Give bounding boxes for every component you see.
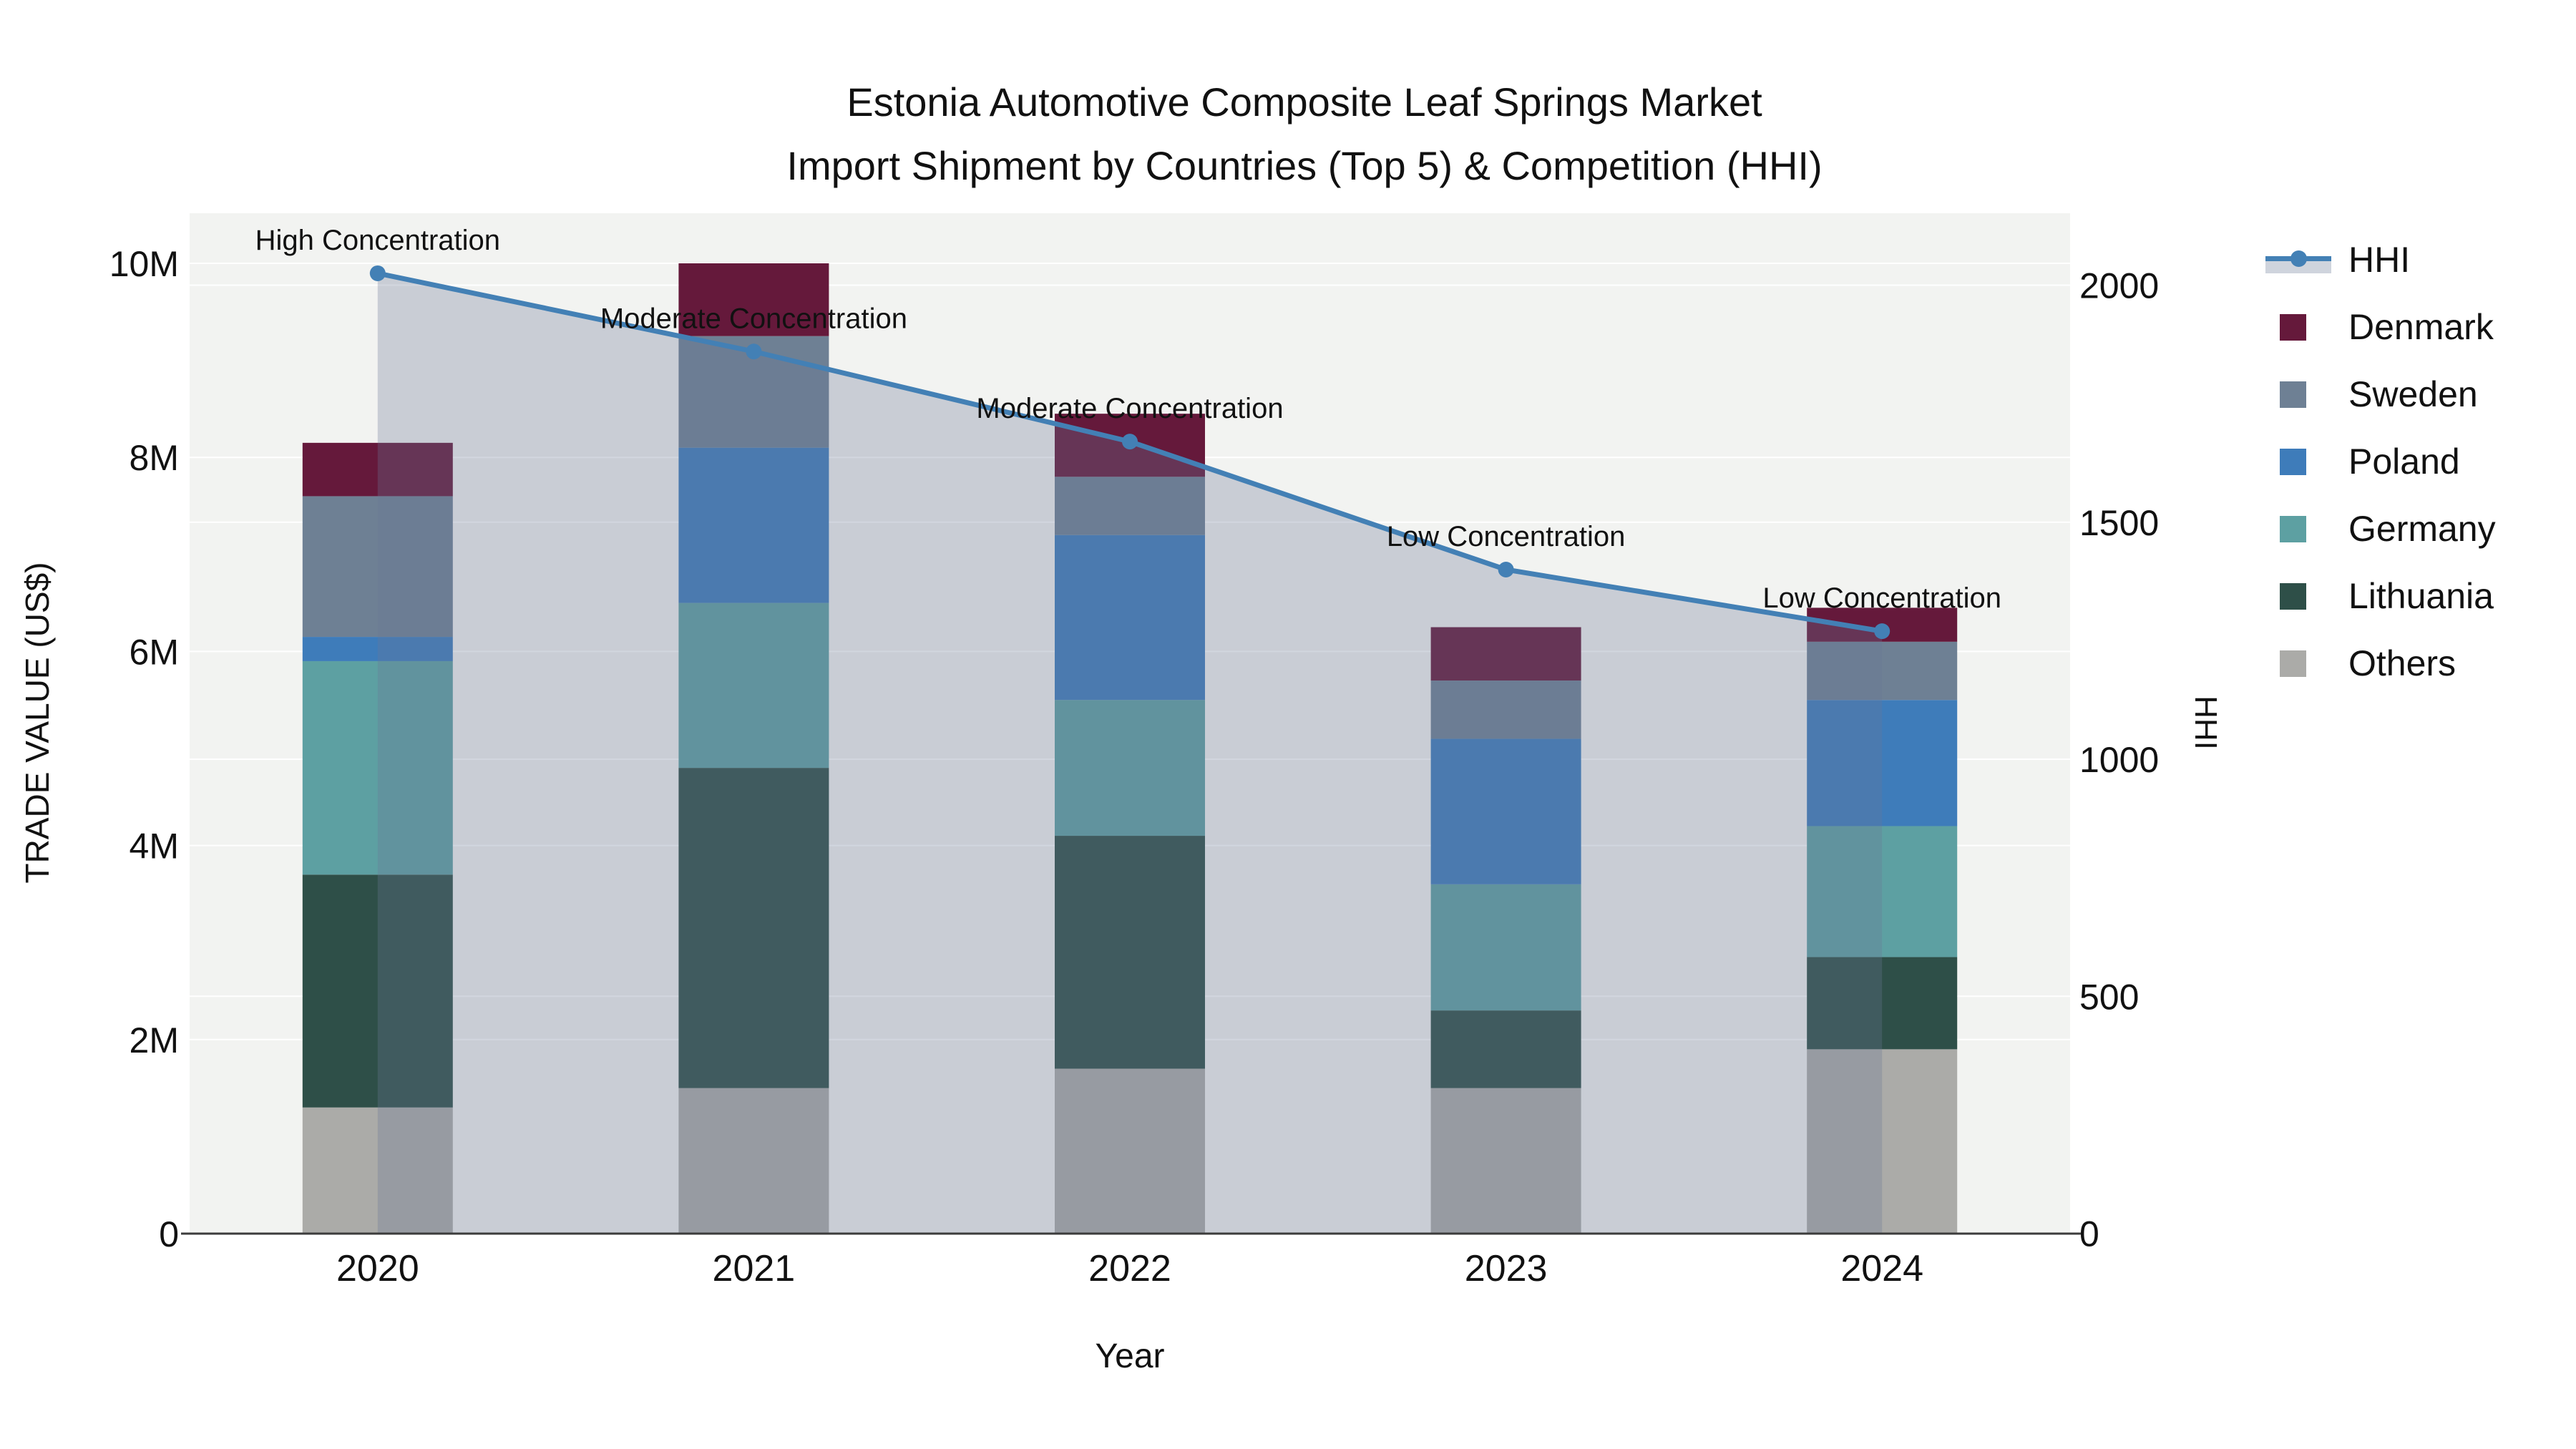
bar-segment-denmark-2023[interactable] — [1430, 627, 1581, 681]
y-right-tick-1500: 1500 — [2079, 503, 2159, 543]
bar-segment-lithuania-2022[interactable] — [1055, 836, 1205, 1069]
x-tick-2023[interactable]: 2023 — [1465, 1248, 1548, 1289]
annotation-2020: High Concentration — [255, 225, 500, 256]
bar-segment-others-2024[interactable] — [1807, 1049, 1958, 1234]
bar-segment-lithuania-2024[interactable] — [1807, 957, 1958, 1050]
legend-label: Poland — [2348, 441, 2460, 482]
bar-segment-germany-2022[interactable] — [1055, 700, 1205, 836]
legend-label: Germany — [2348, 509, 2496, 549]
y-right-axis-title: HHI — [2188, 696, 2223, 750]
bar-segment-others-2020[interactable] — [302, 1107, 453, 1234]
y-left-tick-8M: 8M — [130, 438, 179, 478]
y-left-axis-title: TRADE VALUE (US$) — [19, 562, 56, 884]
bar-segment-others-2023[interactable] — [1430, 1088, 1581, 1234]
x-tick-2022[interactable]: 2022 — [1088, 1248, 1171, 1289]
legend-item-hhi[interactable]: HHI — [2260, 226, 2496, 293]
color-swatch-icon — [2260, 448, 2338, 475]
bar-segment-sweden-2020[interactable] — [302, 496, 453, 638]
x-axis-title: Year — [1095, 1337, 1165, 1375]
bar-segment-sweden-2022[interactable] — [1055, 477, 1205, 535]
color-swatch-icon — [2260, 313, 2338, 341]
color-swatch-icon — [2260, 582, 2338, 610]
legend-item-sweden[interactable]: Sweden — [2260, 361, 2496, 428]
bar-segment-lithuania-2021[interactable] — [678, 768, 829, 1088]
bar-segment-lithuania-2020[interactable] — [302, 874, 453, 1108]
legend-item-lithuania[interactable]: Lithuania — [2260, 562, 2496, 630]
hhi-marker-2023[interactable] — [1498, 562, 1514, 577]
swatch-sweden — [2280, 381, 2306, 408]
hhi-marker-2022[interactable] — [1122, 434, 1138, 450]
bar-segment-germany-2021[interactable] — [678, 602, 829, 769]
bar-segment-poland-2023[interactable] — [1430, 738, 1581, 884]
chart-title: Estonia Automotive Composite Leaf Spring… — [16, 70, 2576, 197]
legend-item-poland[interactable]: Poland — [2260, 428, 2496, 495]
y-left-tick-2M: 2M — [130, 1020, 179, 1060]
y-right-tick-1000: 1000 — [2079, 740, 2159, 780]
chart-title-line1: Estonia Automotive Composite Leaf Spring… — [847, 79, 1762, 125]
bar-segment-poland-2024[interactable] — [1807, 700, 1958, 826]
legend-item-others[interactable]: Others — [2260, 630, 2496, 697]
annotation-2023: Low Concentration — [1387, 521, 1626, 552]
x-tick-2021[interactable]: 2021 — [713, 1248, 796, 1289]
annotation-2024: Low Concentration — [1762, 582, 2001, 614]
bar-segment-others-2021[interactable] — [678, 1088, 829, 1234]
y-left-tick-6M: 6M — [130, 632, 179, 672]
bar-segment-germany-2024[interactable] — [1807, 826, 1958, 957]
bar-segment-sweden-2023[interactable] — [1430, 680, 1581, 739]
hhi-marker-2020[interactable] — [369, 265, 386, 281]
legend: HHI Denmark Sweden Poland Germany Lithuania Ot… — [2260, 226, 2496, 697]
chart-title-line2: Import Shipment by Countries (Top 5) & C… — [786, 143, 1823, 188]
swatch-lithuania — [2280, 582, 2306, 610]
legend-label: Sweden — [2348, 374, 2478, 414]
hhi-line-swatch-icon — [2260, 249, 2338, 273]
y-right-tick-2000: 2000 — [2079, 266, 2159, 306]
legend-item-germany[interactable]: Germany — [2260, 495, 2496, 562]
hhi-band-dot — [2290, 250, 2307, 267]
color-swatch-icon — [2260, 515, 2338, 542]
y-left-tick-10M: 10M — [109, 244, 179, 284]
hhi-marker-2021[interactable] — [746, 343, 762, 360]
bar-segment-poland-2022[interactable] — [1055, 535, 1205, 701]
legend-label: Denmark — [2348, 307, 2494, 347]
swatch-denmark — [2280, 313, 2306, 341]
bar-segment-germany-2020[interactable] — [302, 660, 453, 875]
bar-segment-sweden-2024[interactable] — [1807, 641, 1958, 701]
hhi-marker-2024[interactable] — [1874, 623, 1890, 640]
y-right-tick-500: 500 — [2079, 977, 2139, 1017]
x-tick-2020[interactable]: 2020 — [336, 1248, 419, 1289]
bar-segment-germany-2023[interactable] — [1430, 884, 1581, 1011]
bar-segment-poland-2021[interactable] — [678, 447, 829, 603]
annotation-2022: Moderate Concentration — [976, 393, 1283, 424]
legend-label: Others — [2348, 643, 2457, 683]
legend-label: HHI — [2348, 240, 2411, 280]
annotation-2021: Moderate Concentration — [600, 303, 907, 334]
swatch-others — [2280, 650, 2306, 677]
bar-segment-denmark-2020[interactable] — [302, 442, 453, 497]
bar-segment-denmark-2021[interactable] — [678, 263, 829, 336]
y-left-tick-4M: 4M — [130, 826, 179, 867]
bar-segment-lithuania-2023[interactable] — [1430, 1010, 1581, 1088]
color-swatch-icon — [2260, 381, 2338, 408]
color-swatch-icon — [2260, 650, 2338, 677]
y-left-tick-0M: 0 — [159, 1214, 179, 1254]
swatch-germany — [2280, 515, 2306, 542]
legend-item-denmark[interactable]: Denmark — [2260, 293, 2496, 361]
legend-label: Lithuania — [2348, 576, 2494, 616]
y-right-tick-0: 0 — [2079, 1214, 2099, 1254]
swatch-poland — [2280, 448, 2306, 475]
hhi-area-fill — [377, 273, 1883, 1234]
x-tick-2024[interactable]: 2024 — [1840, 1248, 1923, 1289]
bar-segment-poland-2020[interactable] — [302, 637, 453, 661]
hhi-area-band — [2265, 249, 2331, 273]
bar-segment-others-2022[interactable] — [1055, 1068, 1205, 1234]
